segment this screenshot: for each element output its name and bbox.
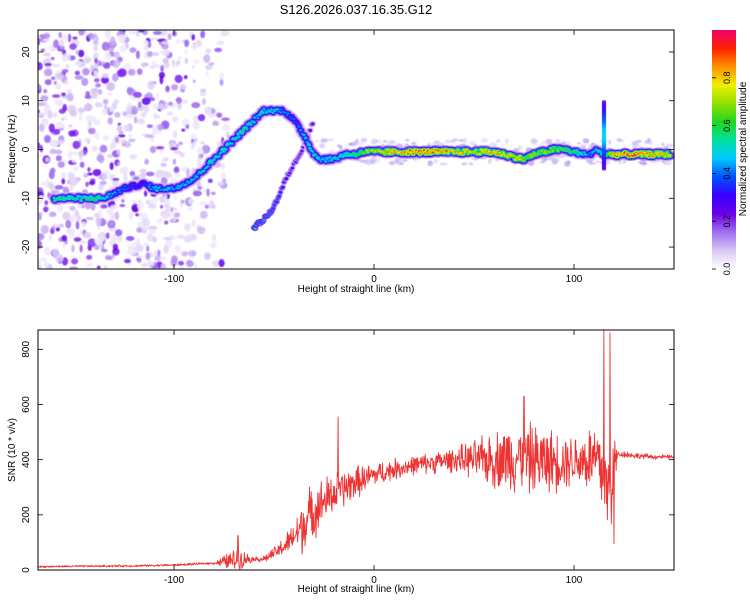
spectrogram-x-ticks: -100 0 100 bbox=[164, 30, 583, 285]
figure-title: S126.2026.037.16.35.G12 bbox=[280, 2, 433, 17]
colorbar-tick-label: 0.4 bbox=[722, 167, 732, 180]
spectrogram-y-tick-label: -20 bbox=[21, 239, 32, 254]
spectrogram-x-label: Height of straight line (km) bbox=[298, 284, 415, 295]
snr-y-ticks: 0 200 400 600 800 bbox=[21, 341, 674, 573]
spectrogram-heatmap bbox=[38, 30, 674, 269]
spectrogram-spike bbox=[601, 100, 607, 171]
colorbar-gradient bbox=[712, 30, 736, 269]
colorbar: 0.0 0.2 0.4 0.6 0.8 Normalized spectral ampl… bbox=[712, 30, 749, 275]
snr-series-line bbox=[38, 330, 674, 570]
spectrogram-y-tick-label: 20 bbox=[21, 46, 32, 58]
snr-x-tick-label: 100 bbox=[566, 575, 583, 586]
colorbar-tick-label: 0.8 bbox=[722, 72, 732, 85]
colorbar-label: Normalized spectral amplitude bbox=[738, 81, 749, 216]
spectrogram-trace bbox=[48, 103, 674, 206]
snr-frame bbox=[37, 329, 675, 571]
snr-y-tick-label: 400 bbox=[21, 451, 32, 468]
snr-y-tick-label: 800 bbox=[21, 341, 32, 358]
spectrogram-y-tick-label: 10 bbox=[21, 95, 32, 107]
spectrogram-x-tick-label: -100 bbox=[164, 274, 184, 285]
colorbar-ticks: 0.0 0.2 0.4 0.6 0.8 bbox=[712, 72, 732, 276]
spectrogram-x-tick-label: 0 bbox=[371, 274, 377, 285]
colorbar-tick-label: 0.2 bbox=[722, 215, 732, 228]
spectrogram-y-tick-label: -10 bbox=[21, 191, 32, 206]
snr-y-tick-label: 200 bbox=[21, 506, 32, 523]
colorbar-tick-label: 0.0 bbox=[722, 263, 732, 276]
spectrogram-y-label: Frequency (Hz) bbox=[7, 115, 18, 184]
snr-y-tick-label: 600 bbox=[21, 396, 32, 413]
spectrogram-x-tick-label: 100 bbox=[566, 274, 583, 285]
colorbar-tick-label: 0.6 bbox=[722, 119, 732, 132]
snr-y-tick-label: 0 bbox=[21, 567, 32, 573]
spectrogram-y-ticks: -20 -10 0 10 20 bbox=[21, 46, 674, 254]
snr-x-tick-label: -100 bbox=[164, 575, 184, 586]
snr-panel: -100 0 100 0 200 400 600 800 Height of straigh… bbox=[7, 329, 675, 595]
snr-x-label: Height of straight line (km) bbox=[298, 584, 415, 595]
spectrogram-y-tick-label: 0 bbox=[21, 146, 32, 152]
snr-x-ticks: -100 0 100 bbox=[164, 330, 583, 586]
snr-y-label: SNR (10 * v/v) bbox=[7, 418, 18, 482]
snr-x-tick-label: 0 bbox=[371, 575, 377, 586]
